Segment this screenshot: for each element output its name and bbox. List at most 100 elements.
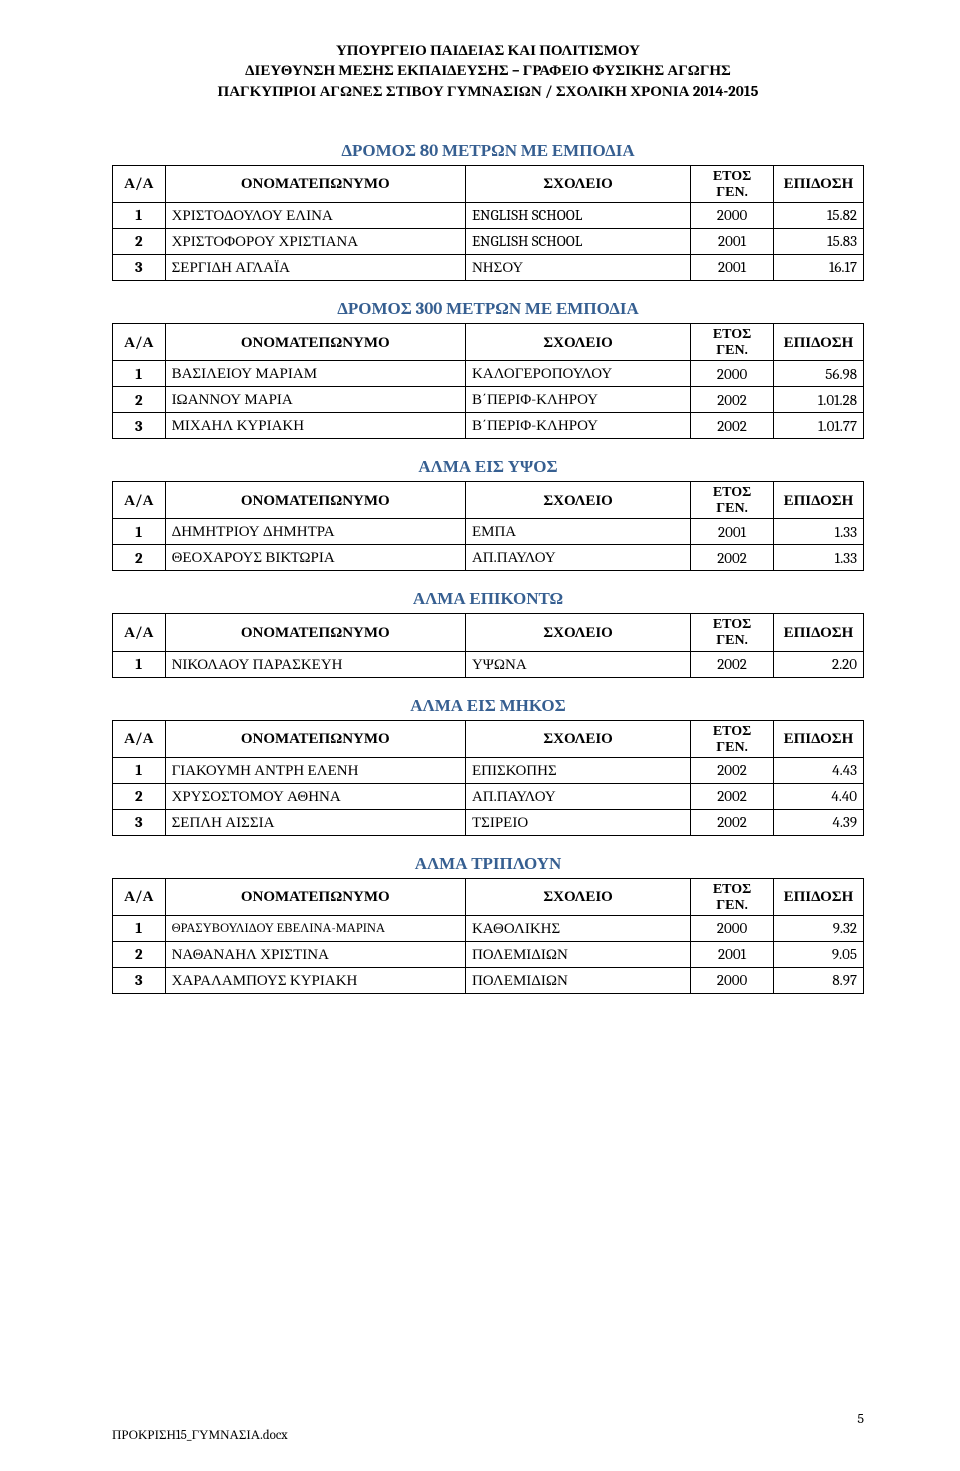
header-line-2: ΔΙΕΥΘΥΝΣΗ ΜΕΣΗΣ ΕΚΠΑΙΔΕΥΣΗΣ – ΓΡΑΦΕΙΟ ΦΥ… bbox=[112, 60, 864, 80]
table-row: 2ΝΑΘΑΝΑΗΛ ΧΡΙΣΤΙΝΑΠΟΛΕΜΙΔΙΩΝ20019.05 bbox=[113, 941, 864, 967]
cell-perf: 4.39 bbox=[773, 809, 863, 835]
table-row: 2ΧΡΙΣΤΟΦΟΡΟΥ ΧΡΙΣΤΙΑΝΑENGLISH SCHOOL2001… bbox=[113, 228, 864, 254]
col-header-name: ΟΝΟΜΑΤΕΠΩΝΥΜΟ bbox=[165, 482, 465, 519]
cell-year: 2002 bbox=[691, 809, 774, 835]
table-row: 3ΧΑΡΑΛΑΜΠΟΥΣ ΚΥΡΙΑΚΗΠΟΛΕΜΙΔΙΩΝ20008.97 bbox=[113, 967, 864, 993]
col-header-name: ΟΝΟΜΑΤΕΠΩΝΥΜΟ bbox=[165, 323, 465, 360]
col-header-year: ΕΤΟΣΓΕΝ. bbox=[691, 165, 774, 202]
footer-filename: ΠΡΟΚΡΙΣΗ15_ΓΥΜΝΑΣΙΑ.docx bbox=[112, 1428, 288, 1443]
cell-aa: 2 bbox=[113, 228, 166, 254]
cell-aa: 2 bbox=[113, 545, 166, 571]
cell-year: 2000 bbox=[691, 967, 774, 993]
table-header-row: Α/ΑΟΝΟΜΑΤΕΠΩΝΥΜΟΣΧΟΛΕΙΟΕΤΟΣΓΕΝ.ΕΠΙΔΟΣΗ bbox=[113, 614, 864, 651]
cell-aa: 1 bbox=[113, 757, 166, 783]
col-header-perf: ΕΠΙΔΟΣΗ bbox=[773, 323, 863, 360]
events-container: ΔΡΟΜΟΣ 80 ΜΕΤΡΩΝ ΜΕ ΕΜΠΟΔΙΑΑ/ΑΟΝΟΜΑΤΕΠΩΝ… bbox=[112, 141, 864, 994]
col-header-year: ΕΤΟΣΓΕΝ. bbox=[691, 323, 774, 360]
cell-aa: 1 bbox=[113, 915, 166, 941]
cell-name: ΜΙΧΑΗΛ ΚΥΡΙΑΚΗ bbox=[165, 413, 465, 439]
cell-school: ΑΠ.ΠΑΥΛΟΥ bbox=[465, 783, 690, 809]
cell-school: ΕΠΙΣΚΟΠΗΣ bbox=[465, 757, 690, 783]
cell-aa: 1 bbox=[113, 361, 166, 387]
col-header-year: ΕΤΟΣΓΕΝ. bbox=[691, 614, 774, 651]
cell-school: ΚΑΛΟΓΕΡΟΠΟΥΛΟΥ bbox=[465, 361, 690, 387]
cell-aa: 3 bbox=[113, 809, 166, 835]
cell-year: 2002 bbox=[691, 387, 774, 413]
cell-perf: 15.82 bbox=[773, 202, 863, 228]
cell-year: 2000 bbox=[691, 361, 774, 387]
footer-page-number: 5 bbox=[857, 1410, 864, 1427]
cell-perf: 2.20 bbox=[773, 651, 863, 677]
cell-year: 2000 bbox=[691, 202, 774, 228]
cell-name: ΧΡΥΣΟΣΤΟΜΟΥ ΑΘΗΝΑ bbox=[165, 783, 465, 809]
cell-school: ΑΠ.ΠΑΥΛΟΥ bbox=[465, 545, 690, 571]
col-header-perf: ΕΠΙΔΟΣΗ bbox=[773, 720, 863, 757]
cell-aa: 2 bbox=[113, 941, 166, 967]
cell-school: ΠΟΛΕΜΙΔΙΩΝ bbox=[465, 967, 690, 993]
cell-school: ΝΗΣΟΥ bbox=[465, 254, 690, 280]
cell-name: ΓΙΑΚΟΥΜΗ ΑΝΤΡΗ ΕΛΕΝΗ bbox=[165, 757, 465, 783]
header-line-1: ΥΠΟΥΡΓΕΙΟ ΠΑΙΔΕΙΑΣ ΚΑΙ ΠΟΛΙΤΙΣΜΟΥ bbox=[112, 40, 864, 60]
table-header-row: Α/ΑΟΝΟΜΑΤΕΠΩΝΥΜΟΣΧΟΛΕΙΟΕΤΟΣΓΕΝ.ΕΠΙΔΟΣΗ bbox=[113, 323, 864, 360]
col-header-aa: Α/Α bbox=[113, 482, 166, 519]
table-row: 2ΧΡΥΣΟΣΤΟΜΟΥ ΑΘΗΝΑΑΠ.ΠΑΥΛΟΥ20024.40 bbox=[113, 783, 864, 809]
col-header-school: ΣΧΟΛΕΙΟ bbox=[465, 878, 690, 915]
cell-name: ΧΡΙΣΤΟΔΟΥΛΟΥ ΕΛΙΝΑ bbox=[165, 202, 465, 228]
cell-aa: 3 bbox=[113, 413, 166, 439]
event-title: ΑΛΜΑ ΤΡΙΠΛΟΥΝ bbox=[112, 854, 864, 874]
cell-perf: 56.98 bbox=[773, 361, 863, 387]
col-header-aa: Α/Α bbox=[113, 614, 166, 651]
cell-name: ΣΕΡΓΙΔΗ ΑΓΛΑΪΑ bbox=[165, 254, 465, 280]
results-table: Α/ΑΟΝΟΜΑΤΕΠΩΝΥΜΟΣΧΟΛΕΙΟΕΤΟΣΓΕΝ.ΕΠΙΔΟΣΗ1Β… bbox=[112, 323, 864, 439]
cell-name: ΣΕΠΛΗ ΑΙΣΣΙΑ bbox=[165, 809, 465, 835]
table-row: 1ΝΙΚΟΛΑΟΥ ΠΑΡΑΣΚΕΥΗΥΨΩΝΑ20022.20 bbox=[113, 651, 864, 677]
cell-school: ENGLISH SCHOOL bbox=[465, 228, 690, 254]
cell-school: ΠΟΛΕΜΙΔΙΩΝ bbox=[465, 941, 690, 967]
cell-name: ΘΡΑΣΥΒΟΥΛΙΔΟΥ ΕΒΕΛΙΝΑ-ΜΑΡΙΝΑ bbox=[165, 915, 465, 941]
page: ΥΠΟΥΡΓΕΙΟ ΠΑΙΔΕΙΑΣ ΚΑΙ ΠΟΛΙΤΙΣΜΟΥ ΔΙΕΥΘΥ… bbox=[0, 0, 960, 1471]
cell-aa: 3 bbox=[113, 967, 166, 993]
table-row: 3ΜΙΧΑΗΛ ΚΥΡΙΑΚΗΒ΄ΠΕΡΙΦ-ΚΛΗΡΟΥ20021.01.77 bbox=[113, 413, 864, 439]
col-header-name: ΟΝΟΜΑΤΕΠΩΝΥΜΟ bbox=[165, 720, 465, 757]
event-title: ΑΛΜΑ ΕΠΙΚΟΝΤΩ bbox=[112, 589, 864, 609]
cell-perf: 16.17 bbox=[773, 254, 863, 280]
cell-school: ΥΨΩΝΑ bbox=[465, 651, 690, 677]
cell-school: ΚΑΘΟΛΙΚΗΣ bbox=[465, 915, 690, 941]
cell-school: ENGLISH SCHOOL bbox=[465, 202, 690, 228]
table-row: 1ΧΡΙΣΤΟΔΟΥΛΟΥ ΕΛΙΝΑENGLISH SCHOOL200015.… bbox=[113, 202, 864, 228]
cell-year: 2001 bbox=[691, 254, 774, 280]
cell-name: ΔΗΜΗΤΡΙΟΥ ΔΗΜΗΤΡΑ bbox=[165, 519, 465, 545]
col-header-year: ΕΤΟΣΓΕΝ. bbox=[691, 878, 774, 915]
results-table: Α/ΑΟΝΟΜΑΤΕΠΩΝΥΜΟΣΧΟΛΕΙΟΕΤΟΣΓΕΝ.ΕΠΙΔΟΣΗ1Γ… bbox=[112, 720, 864, 836]
col-header-year: ΕΤΟΣΓΕΝ. bbox=[691, 482, 774, 519]
event-title: ΑΛΜΑ ΕΙΣ ΜΗΚΟΣ bbox=[112, 696, 864, 716]
results-table: Α/ΑΟΝΟΜΑΤΕΠΩΝΥΜΟΣΧΟΛΕΙΟΕΤΟΣΓΕΝ.ΕΠΙΔΟΣΗ1Θ… bbox=[112, 878, 864, 994]
header-line-3: ΠΑΓΚΥΠΡΙΟΙ ΑΓΩΝΕΣ ΣΤΙΒΟΥ ΓΥΜΝΑΣΙΩΝ / ΣΧΟ… bbox=[112, 81, 864, 101]
table-row: 1ΒΑΣΙΛΕΙΟΥ ΜΑΡΙΑΜΚΑΛΟΓΕΡΟΠΟΥΛΟΥ200056.98 bbox=[113, 361, 864, 387]
cell-aa: 1 bbox=[113, 519, 166, 545]
event-title: ΑΛΜΑ ΕΙΣ ΥΨΟΣ bbox=[112, 457, 864, 477]
document-header: ΥΠΟΥΡΓΕΙΟ ΠΑΙΔΕΙΑΣ ΚΑΙ ΠΟΛΙΤΙΣΜΟΥ ΔΙΕΥΘΥ… bbox=[112, 40, 864, 101]
table-row: 2ΘΕΟΧΑΡΟΥΣ ΒΙΚΤΩΡΙΑΑΠ.ΠΑΥΛΟΥ20021.33 bbox=[113, 545, 864, 571]
table-header-row: Α/ΑΟΝΟΜΑΤΕΠΩΝΥΜΟΣΧΟΛΕΙΟΕΤΟΣΓΕΝ.ΕΠΙΔΟΣΗ bbox=[113, 482, 864, 519]
cell-year: 2002 bbox=[691, 545, 774, 571]
col-header-aa: Α/Α bbox=[113, 720, 166, 757]
table-row: 3ΣΕΠΛΗ ΑΙΣΣΙΑΤΣΙΡΕΙΟ20024.39 bbox=[113, 809, 864, 835]
cell-name: ΙΩΑΝΝΟΥ ΜΑΡΙΑ bbox=[165, 387, 465, 413]
cell-aa: 1 bbox=[113, 651, 166, 677]
cell-aa: 2 bbox=[113, 387, 166, 413]
table-row: 1ΔΗΜΗΤΡΙΟΥ ΔΗΜΗΤΡΑΕΜΠΑ20011.33 bbox=[113, 519, 864, 545]
cell-aa: 1 bbox=[113, 202, 166, 228]
cell-perf: 4.40 bbox=[773, 783, 863, 809]
col-header-school: ΣΧΟΛΕΙΟ bbox=[465, 720, 690, 757]
cell-school: Β΄ΠΕΡΙΦ-ΚΛΗΡΟΥ bbox=[465, 387, 690, 413]
col-header-name: ΟΝΟΜΑΤΕΠΩΝΥΜΟ bbox=[165, 614, 465, 651]
cell-aa: 2 bbox=[113, 783, 166, 809]
col-header-school: ΣΧΟΛΕΙΟ bbox=[465, 482, 690, 519]
cell-name: ΝΙΚΟΛΑΟΥ ΠΑΡΑΣΚΕΥΗ bbox=[165, 651, 465, 677]
col-header-school: ΣΧΟΛΕΙΟ bbox=[465, 323, 690, 360]
col-header-perf: ΕΠΙΔΟΣΗ bbox=[773, 482, 863, 519]
cell-year: 2001 bbox=[691, 941, 774, 967]
col-header-name: ΟΝΟΜΑΤΕΠΩΝΥΜΟ bbox=[165, 165, 465, 202]
cell-aa: 3 bbox=[113, 254, 166, 280]
